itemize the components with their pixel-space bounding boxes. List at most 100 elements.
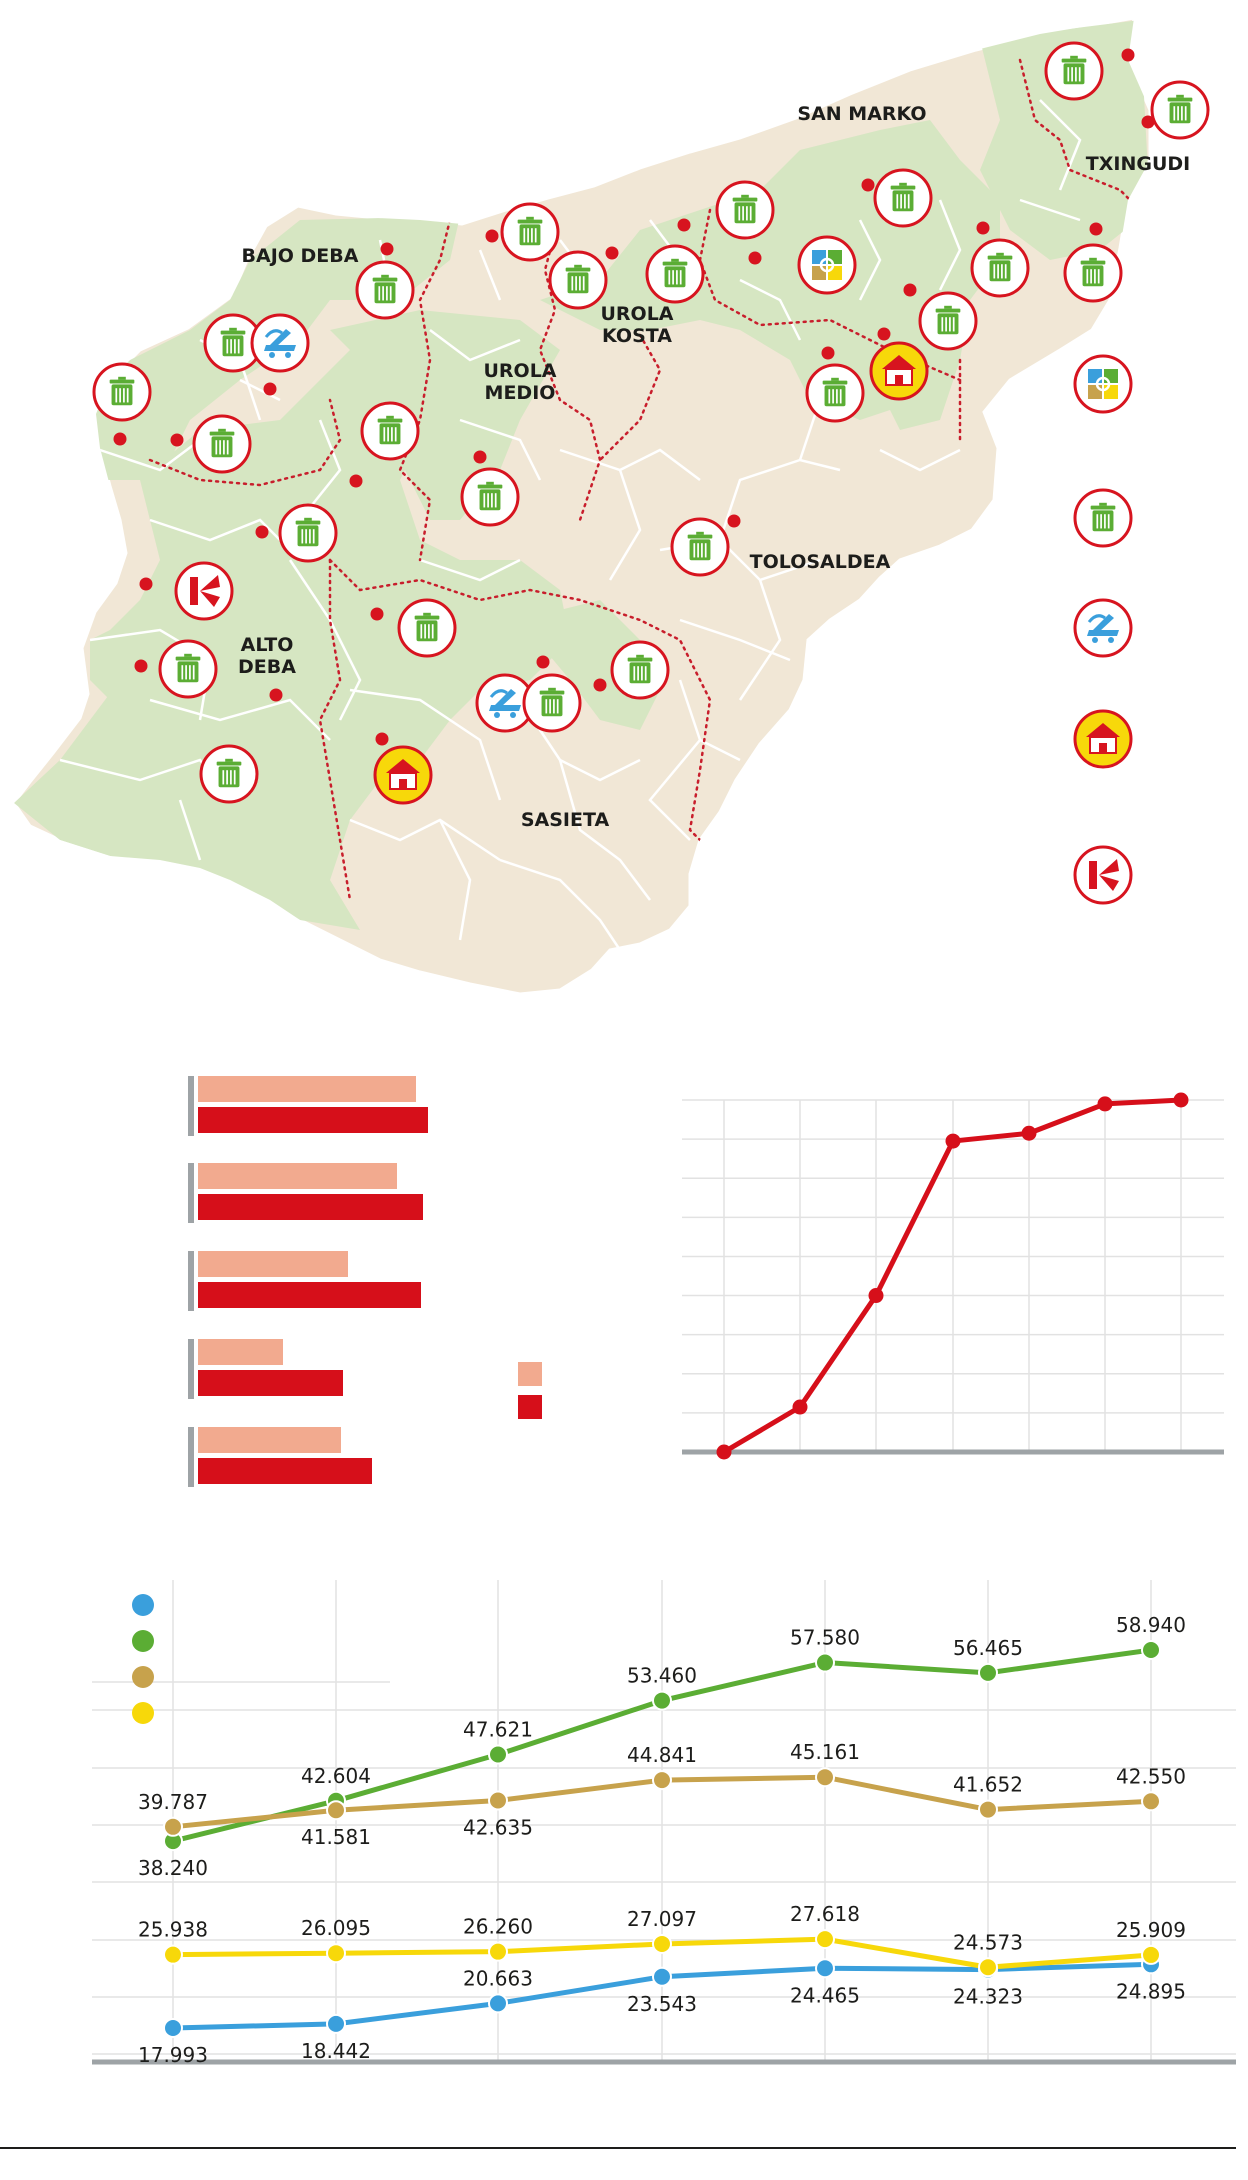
facility-dot: [380, 242, 394, 256]
facility-dot: [485, 229, 499, 243]
bar-dark: [198, 1282, 421, 1308]
data-point: [163, 1944, 183, 1965]
facility-dot: [349, 474, 363, 488]
facility-dot: [593, 678, 607, 692]
bar-legend-swatch: [518, 1395, 542, 1419]
bar-light: [198, 1163, 397, 1189]
data-label: 24.323: [953, 1985, 1023, 2009]
facility-dot: [821, 346, 835, 360]
facility-dot: [877, 327, 891, 341]
bar-group-axis: [188, 1339, 194, 1399]
legend-dot: [132, 1702, 154, 1724]
data-point: [1141, 1791, 1161, 1812]
recycling-container-icon: [797, 235, 857, 295]
facility-dot: [134, 659, 148, 673]
data-label: 26.095: [301, 1916, 371, 1940]
trash-bin-icon: [1063, 243, 1123, 303]
data-label: 26.260: [463, 1915, 533, 1939]
trash-bin-icon: [460, 467, 520, 527]
multi-line-chart: 17.993 18.442 20.663 23.543 24.465 24.323 24.8…: [92, 1580, 1236, 2067]
data-point: [488, 1993, 508, 2014]
bar-group-axis: [188, 1163, 194, 1223]
region-label-txingudi: TXINGUDI: [1086, 153, 1190, 175]
trash-bin-icon: [645, 244, 705, 304]
trash-bin-icon: [199, 744, 259, 804]
region-label-tolosaldea: TOLOSALDEA: [750, 551, 891, 573]
treatment-plant-icon: [869, 341, 929, 401]
data-point: [815, 1767, 835, 1788]
data-label: 24.573: [953, 1930, 1023, 1954]
facility-dot: [903, 283, 917, 297]
data-point: [488, 1744, 508, 1765]
facility-dot: [473, 450, 487, 464]
data-point: [815, 1929, 835, 1950]
data-point: [652, 1770, 672, 1791]
data-point: [1141, 1944, 1161, 1965]
bar-dark: [198, 1194, 423, 1220]
data-point: [815, 1652, 835, 1673]
trash-bin-icon: [158, 639, 218, 699]
facility-dot: [1141, 115, 1155, 129]
data-point: [652, 1690, 672, 1711]
data-label: 47.621: [463, 1717, 533, 1741]
data-label: 53.460: [627, 1664, 697, 1688]
facility-dot: [263, 382, 277, 396]
data-point: [815, 1958, 835, 1979]
data-point: [163, 2018, 183, 2038]
data-label: 56.465: [953, 1636, 1023, 1660]
trash-bin-icon: [1150, 80, 1210, 140]
region-label-sasieta: SASIETA: [521, 809, 610, 831]
facility-dot: [1089, 222, 1103, 236]
trash-bin-icon: [192, 414, 252, 474]
trash-bin-icon: [873, 168, 933, 228]
treatment-plant-icon: [1073, 709, 1133, 769]
facility-dot: [375, 732, 389, 746]
facility-dot: [370, 607, 384, 621]
data-point: [488, 1790, 508, 1811]
truck-icon: [1073, 598, 1133, 658]
trash-bin-icon: [548, 250, 608, 310]
trash-bin-icon: [92, 362, 152, 422]
data-label: 41.652: [953, 1773, 1023, 1797]
trash-bin-icon: [970, 238, 1030, 298]
bar-group-axis: [188, 1251, 194, 1311]
facility-dot: [605, 246, 619, 260]
line-chart: [682, 1092, 1224, 1460]
data-label: 42.604: [301, 1764, 371, 1788]
map-legend: [1073, 354, 1133, 905]
data-label: 24.895: [1116, 1979, 1186, 2003]
data-point: [978, 1957, 998, 1978]
legend-dot: [132, 1630, 154, 1652]
facility-dot: [536, 655, 550, 669]
data-label: 25.909: [1116, 1918, 1186, 1942]
data-label: 24.465: [790, 1983, 860, 2007]
data-point: [1141, 1640, 1161, 1660]
trash-bin-icon: [670, 517, 730, 577]
trash-bin-icon: [397, 598, 457, 658]
treatment-plant-icon: [373, 745, 433, 805]
facility-dot: [269, 688, 283, 702]
facility-dot: [113, 432, 127, 446]
data-label: 18.442: [301, 2039, 371, 2063]
data-point: [326, 2013, 346, 2034]
compost-leaf-icon: [1073, 845, 1133, 905]
trash-bin-icon: [500, 202, 560, 262]
data-point: [1097, 1096, 1113, 1112]
truck-icon: [250, 313, 310, 373]
trash-bin-icon: [360, 401, 420, 461]
bar-light: [198, 1076, 416, 1102]
bar-light: [198, 1339, 283, 1365]
data-label: 17.993: [138, 2043, 208, 2067]
trash-bin-icon: [522, 673, 582, 733]
data-point: [326, 1800, 346, 1821]
facility-dot: [677, 218, 691, 232]
data-point: [945, 1133, 961, 1149]
facility-dot: [861, 178, 875, 192]
data-point: [792, 1399, 808, 1415]
trash-bin-icon: [805, 363, 865, 423]
facility-dot: [139, 577, 153, 591]
bar-dark: [198, 1370, 343, 1396]
data-label: 42.550: [1116, 1764, 1186, 1788]
trash-bin-icon: [610, 640, 670, 700]
